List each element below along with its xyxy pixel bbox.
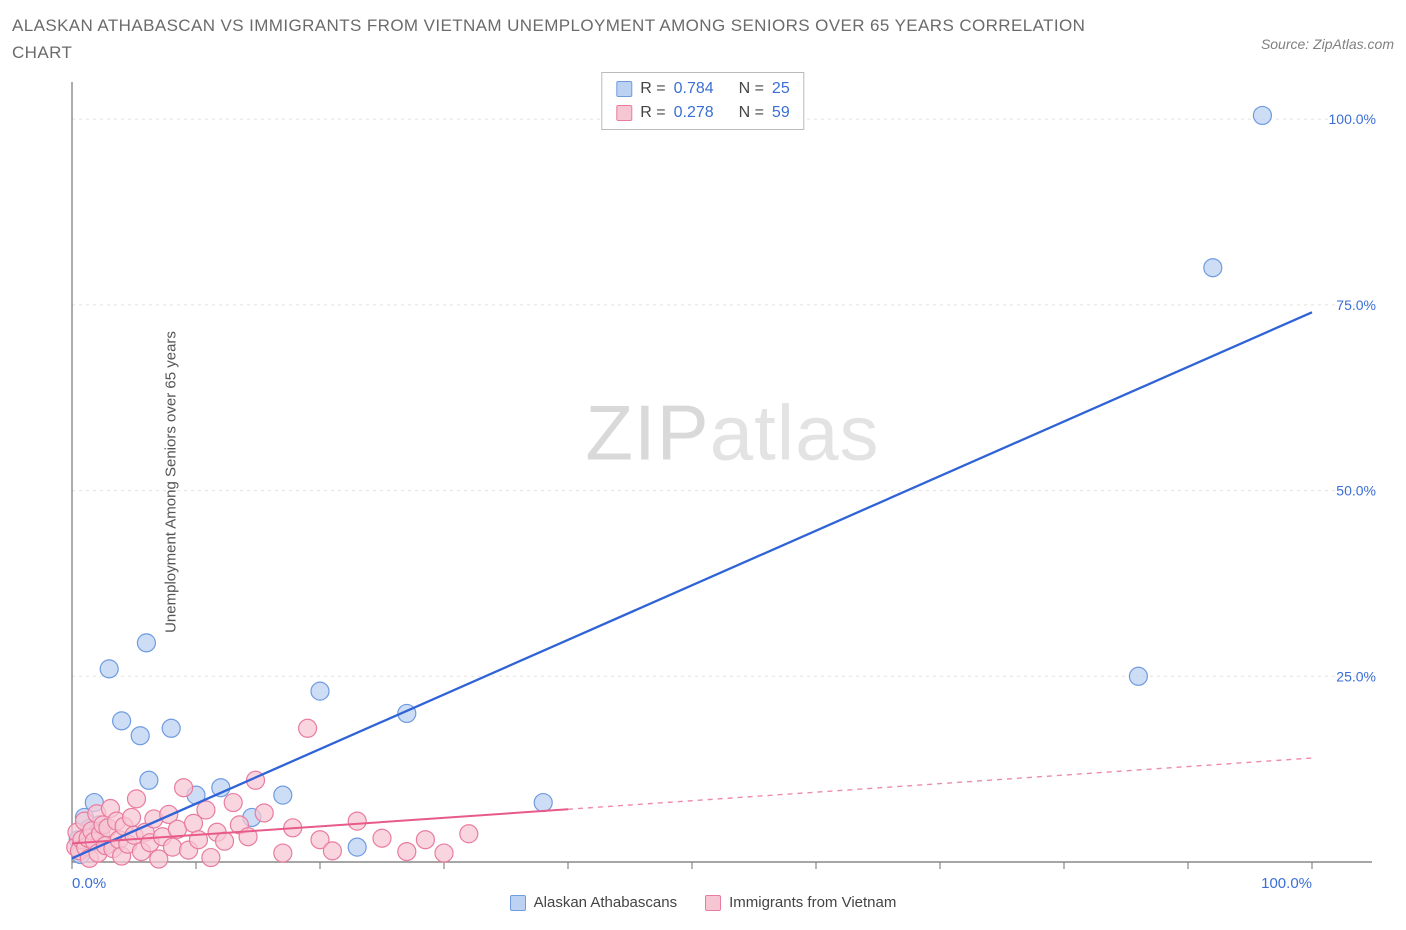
legend-item: Immigrants from Vietnam: [705, 894, 896, 911]
legend-label: Immigrants from Vietnam: [729, 894, 896, 911]
swatch-series-1: [616, 105, 632, 121]
svg-text:50.0%: 50.0%: [1336, 483, 1376, 499]
legend-swatch: [510, 895, 526, 911]
chart-container: Unemployment Among Seniors over 65 years…: [12, 72, 1394, 892]
stats-legend: R = 0.784 N = 25 R = 0.278 N = 59: [601, 72, 804, 130]
scatter-plot: 0.0% 100.0% 25.0% 50.0% 75.0% 100.0%: [12, 72, 1394, 892]
legend-item: Alaskan Athabascans: [510, 894, 677, 911]
svg-text:0.0%: 0.0%: [72, 875, 106, 892]
svg-text:75.0%: 75.0%: [1336, 297, 1376, 313]
stats-row-series-0: R = 0.784 N = 25: [616, 77, 789, 101]
stats-row-series-1: R = 0.278 N = 59: [616, 101, 789, 125]
swatch-series-0: [616, 81, 632, 97]
svg-text:25.0%: 25.0%: [1336, 669, 1376, 685]
y-axis-label: Unemployment Among Seniors over 65 years: [162, 331, 179, 633]
legend-label: Alaskan Athabascans: [534, 894, 677, 911]
svg-text:100.0%: 100.0%: [1329, 112, 1376, 128]
source-label: Source: ZipAtlas.com: [1261, 36, 1394, 52]
legend-bottom: Alaskan Athabascans Immigrants from Vietn…: [12, 894, 1394, 911]
chart-title: ALASKAN ATHABASCAN VS IMMIGRANTS FROM VI…: [12, 12, 1112, 66]
legend-swatch: [705, 895, 721, 911]
svg-text:100.0%: 100.0%: [1261, 875, 1312, 892]
